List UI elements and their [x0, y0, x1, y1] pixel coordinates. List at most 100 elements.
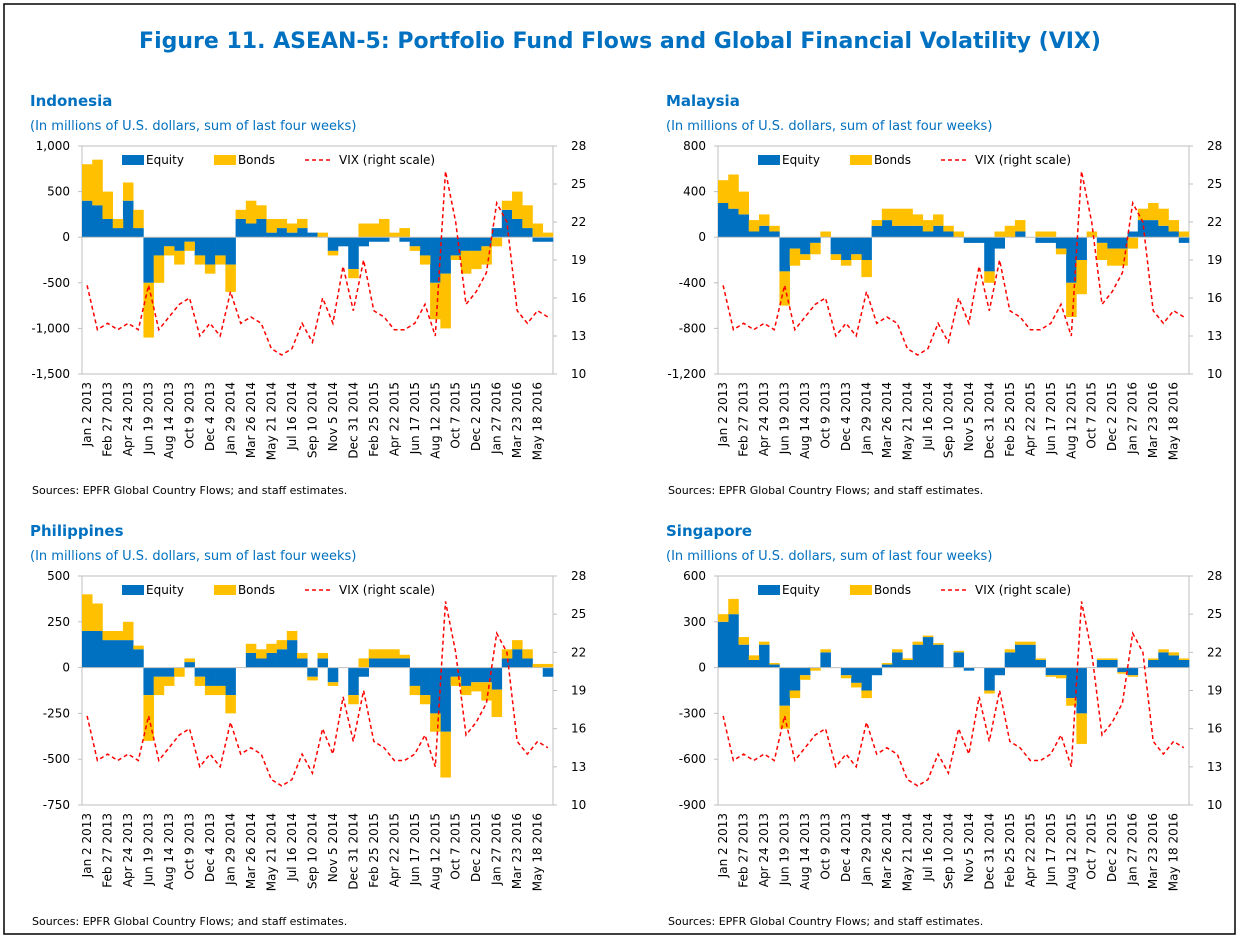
x-tick-label: Jun 17 2015	[1044, 813, 1058, 886]
bar	[317, 232, 329, 238]
x-tick-label: Jun 17 2015	[408, 382, 422, 455]
bar	[830, 237, 842, 255]
bar	[276, 218, 288, 229]
x-tick-label: Dec 4 2013	[203, 382, 217, 451]
bar	[1168, 652, 1180, 656]
x-tick-label: Mar 23 2016	[510, 813, 524, 889]
x-tick-label: May 21 2014	[264, 382, 278, 460]
bar	[501, 200, 513, 210]
bar	[728, 614, 739, 668]
bar	[748, 655, 760, 660]
bar	[471, 667, 482, 683]
bar	[419, 237, 431, 256]
bar	[348, 237, 359, 270]
x-tick-label: Oct 7 2015	[1085, 382, 1099, 449]
bar	[1137, 208, 1149, 221]
bar	[286, 223, 298, 233]
x-tick-label: Apr 22 2015	[387, 382, 401, 456]
bar	[1086, 231, 1098, 238]
bar	[481, 682, 492, 701]
bar	[368, 237, 380, 242]
bar	[307, 232, 318, 238]
y-tick-label: 0	[698, 230, 706, 244]
bar	[1055, 237, 1067, 249]
x-tick-label: Oct 9 2013	[819, 382, 833, 449]
bar	[912, 225, 924, 238]
bar	[892, 225, 903, 238]
bar	[1148, 659, 1159, 668]
bar	[542, 232, 554, 238]
bar	[389, 649, 400, 659]
bar	[440, 273, 451, 329]
bar	[789, 690, 801, 699]
x-tick-label: Dec 4 2013	[839, 813, 853, 882]
bar	[481, 237, 492, 247]
y2-tick-label: 13	[571, 329, 586, 343]
bar	[861, 667, 872, 691]
legend-label: Equity	[146, 153, 184, 167]
bar	[491, 237, 503, 247]
x-tick-label: Aug 12 2015	[428, 382, 442, 459]
x-tick-label: Aug 14 2013	[798, 382, 812, 459]
bar	[430, 713, 441, 732]
bar	[769, 225, 780, 232]
bar	[491, 667, 503, 690]
x-tick-label: Dec 31 2014	[346, 382, 360, 459]
bar	[460, 685, 472, 696]
y2-tick-label: 25	[1207, 607, 1222, 621]
bar	[922, 637, 934, 668]
bar	[758, 214, 770, 226]
legend-label: VIX (right scale)	[975, 153, 1071, 167]
bar	[276, 228, 288, 238]
x-tick-label: Feb 25 2015	[367, 813, 381, 888]
bar	[92, 603, 103, 631]
y-tick-label: -800	[679, 321, 706, 335]
bar	[1014, 220, 1026, 232]
bar	[368, 658, 380, 668]
legend-label: VIX (right scale)	[339, 153, 435, 167]
bar	[1035, 237, 1046, 243]
bar	[92, 159, 103, 206]
bar	[82, 200, 93, 238]
x-tick-label: May 18 2016	[531, 382, 545, 460]
bar	[163, 246, 175, 256]
bar	[820, 231, 831, 238]
bar	[1178, 659, 1190, 668]
bar	[133, 645, 144, 650]
y2-tick-label: 22	[1207, 215, 1222, 229]
bar	[286, 640, 298, 668]
bar	[215, 685, 226, 696]
legend-label: Bonds	[238, 583, 275, 597]
x-tick-label: May 18 2016	[531, 813, 545, 891]
bar	[440, 237, 451, 274]
source-note: Sources: EPFR Global Country Flows; and …	[668, 915, 983, 928]
bar	[430, 667, 441, 714]
bar	[881, 664, 893, 668]
bar	[163, 676, 175, 686]
x-tick-label: Apr 24 2013	[121, 382, 135, 456]
x-tick-label: Dec 2 2015	[1105, 382, 1119, 451]
bar	[122, 621, 134, 641]
bar	[1168, 655, 1180, 668]
y-tick-label: -300	[679, 706, 706, 720]
bar	[512, 640, 523, 650]
bar	[204, 685, 216, 696]
bar	[953, 650, 965, 653]
y2-tick-label: 10	[571, 367, 586, 381]
bar	[758, 641, 770, 645]
legend-label: Bonds	[874, 583, 911, 597]
bar	[532, 663, 544, 668]
bar	[368, 649, 380, 659]
x-tick-label: Aug 12 2015	[1064, 813, 1078, 890]
bar	[122, 182, 134, 201]
bar	[522, 228, 533, 238]
x-tick-label: May 21 2014	[900, 813, 914, 891]
bar	[810, 237, 821, 243]
bar	[450, 255, 462, 260]
bar	[902, 225, 913, 238]
x-tick-label: Oct 9 2013	[819, 813, 833, 880]
y-tick-label: -500	[43, 276, 70, 290]
x-tick-label: Nov 5 2014	[326, 382, 340, 451]
bar	[1035, 658, 1046, 660]
x-tick-label: Jan 29 2014	[223, 813, 237, 886]
